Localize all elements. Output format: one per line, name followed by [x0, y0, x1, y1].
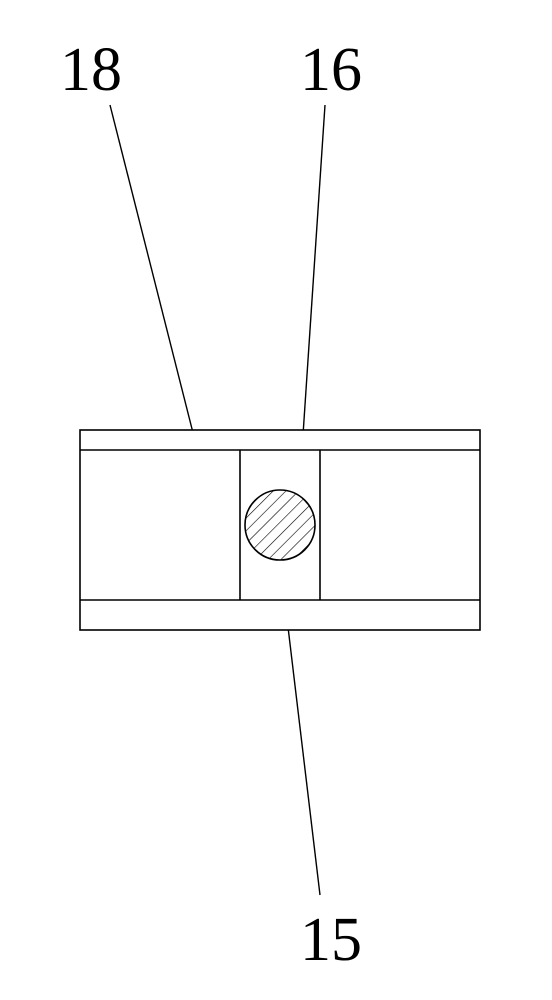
assembly	[80, 430, 480, 630]
callout-label-18: 18	[60, 36, 122, 104]
callout-label-15: 15	[300, 906, 362, 974]
leader-line-16	[300, 105, 325, 480]
diagram-canvas: 18 16 15	[0, 0, 552, 1000]
callout-label-16: 16	[300, 36, 362, 104]
